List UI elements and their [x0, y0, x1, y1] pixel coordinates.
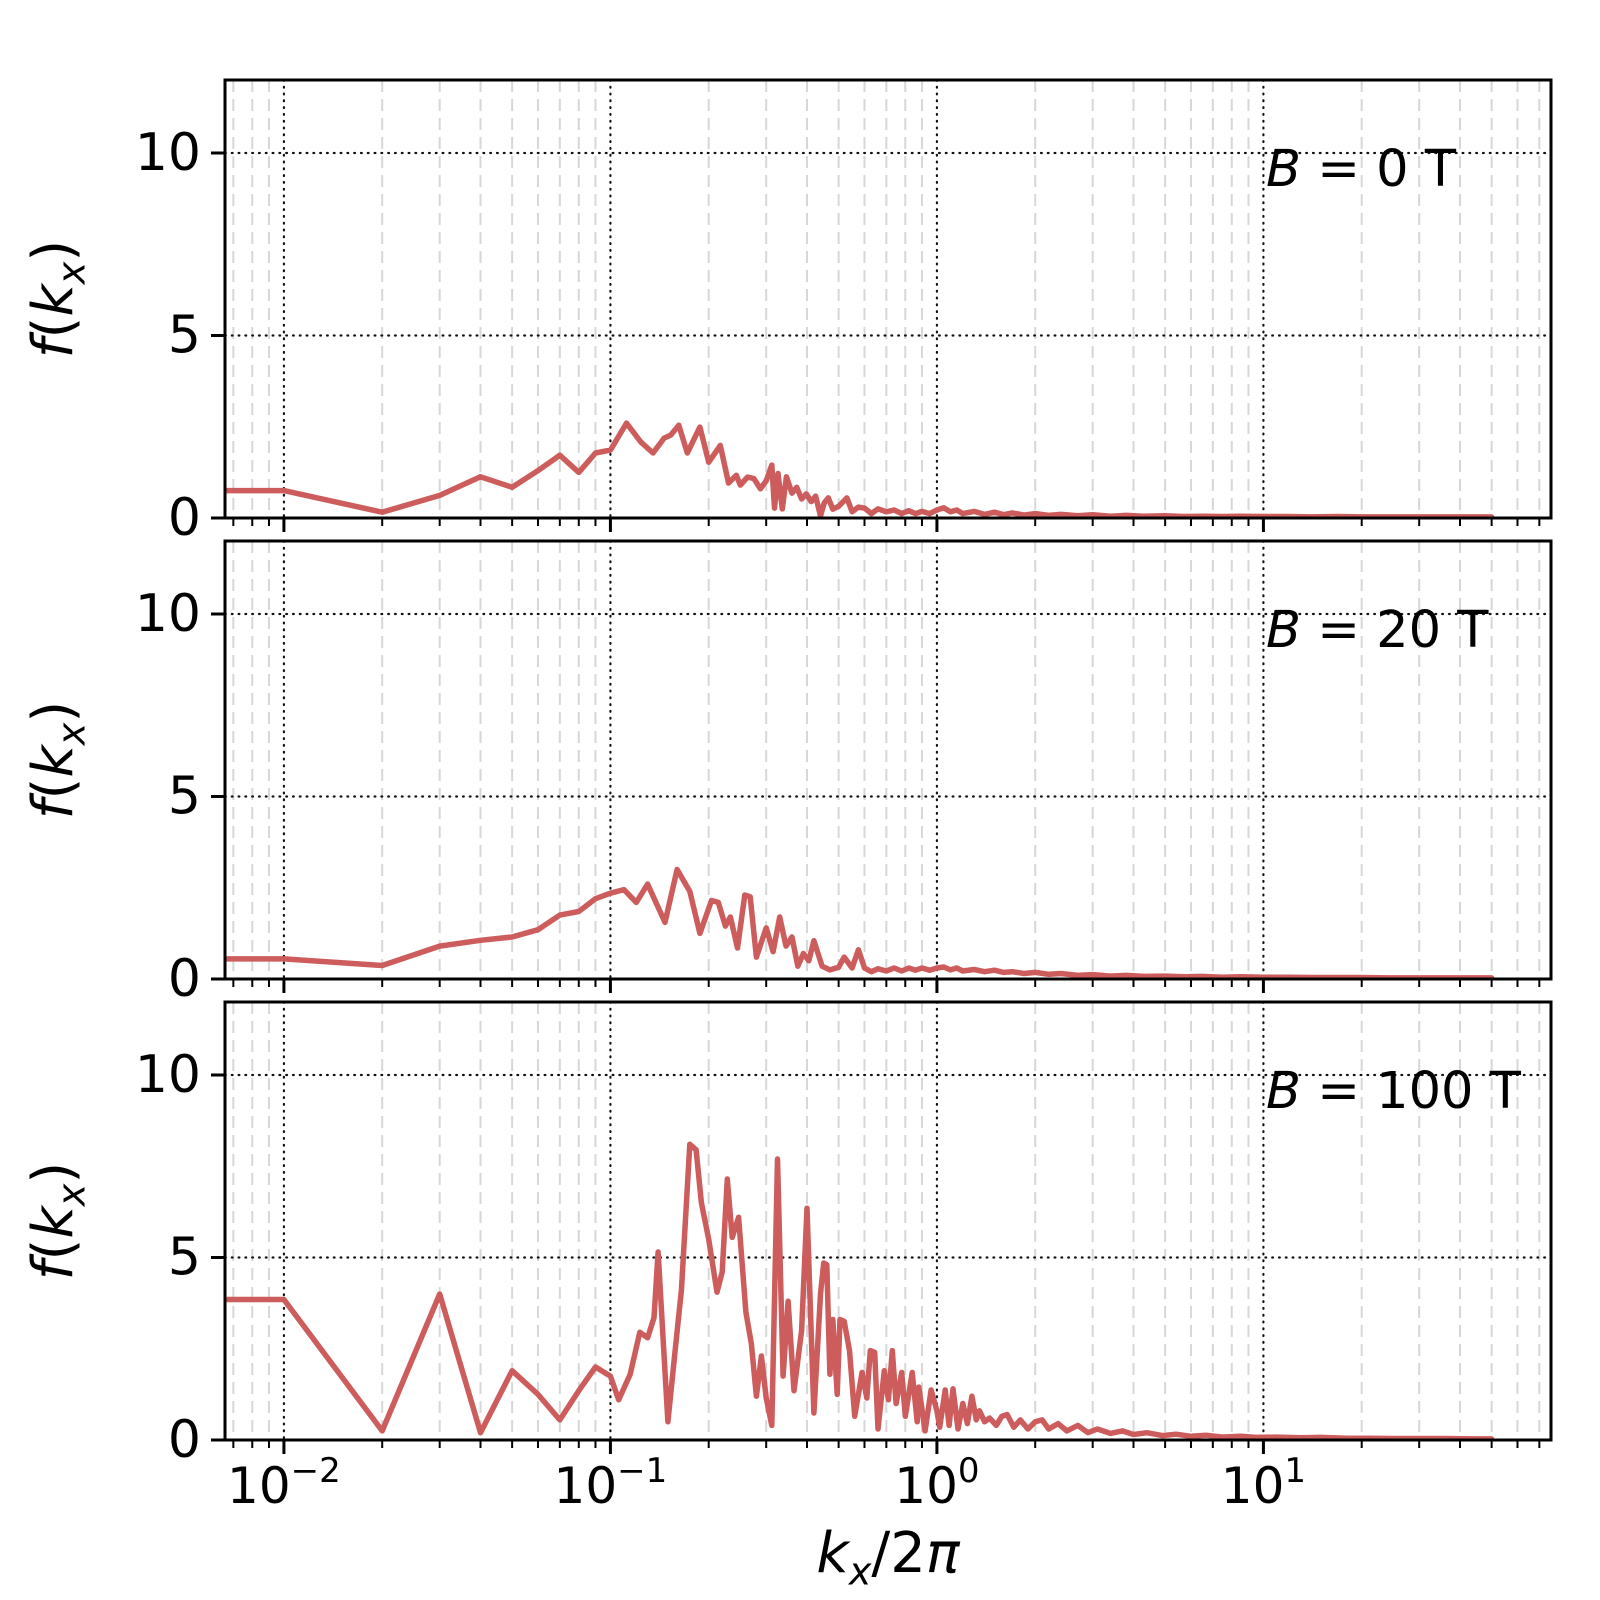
y-tick-label: 0	[168, 488, 201, 548]
y-axis-label: f(kx)	[21, 1162, 93, 1280]
axes-spines	[223, 78, 1553, 520]
spectrum-curve	[225, 1141, 1495, 1440]
x-axis-label: kx/2π	[816, 1521, 960, 1593]
axes-spines	[223, 539, 1553, 981]
y-tick-label: 10	[135, 123, 201, 183]
y-tick-label: 5	[168, 767, 201, 827]
y-tick-label: 5	[168, 1228, 201, 1288]
y-tick-label: 10	[135, 1045, 201, 1105]
x-tick-label: 101	[1221, 1451, 1306, 1515]
axes-spines	[223, 1000, 1553, 1442]
y-tick-label: 5	[168, 306, 201, 366]
y-tick-label: 0	[168, 949, 201, 1009]
panel-100t: 0 5 10 B = 100 T f(kx) 10−2 10−1 100 101 kx/2π	[21, 1000, 1553, 1593]
spectrum-curve	[225, 866, 1495, 979]
x-tick-label: 10−1	[554, 1451, 668, 1515]
panel-20t: 0 5 10 B = 20 T f(kx)	[21, 539, 1553, 1009]
panel-label: B = 100 T	[1266, 1062, 1522, 1121]
y-tick-label: 10	[135, 584, 201, 644]
y-axis-label: f(kx)	[21, 240, 93, 358]
y-tick-label: 0	[168, 1410, 201, 1470]
panel-0t: 0 5 10 B = 0 T f(kx)	[21, 78, 1553, 548]
y-axis-label: f(kx)	[21, 701, 93, 819]
spectrum-curve	[225, 420, 1495, 518]
x-tick-label: 10−2	[227, 1451, 341, 1515]
x-tick-label: 100	[894, 1451, 979, 1515]
panel-label: B = 20 T	[1266, 601, 1489, 660]
panel-label: B = 0 T	[1266, 140, 1457, 199]
